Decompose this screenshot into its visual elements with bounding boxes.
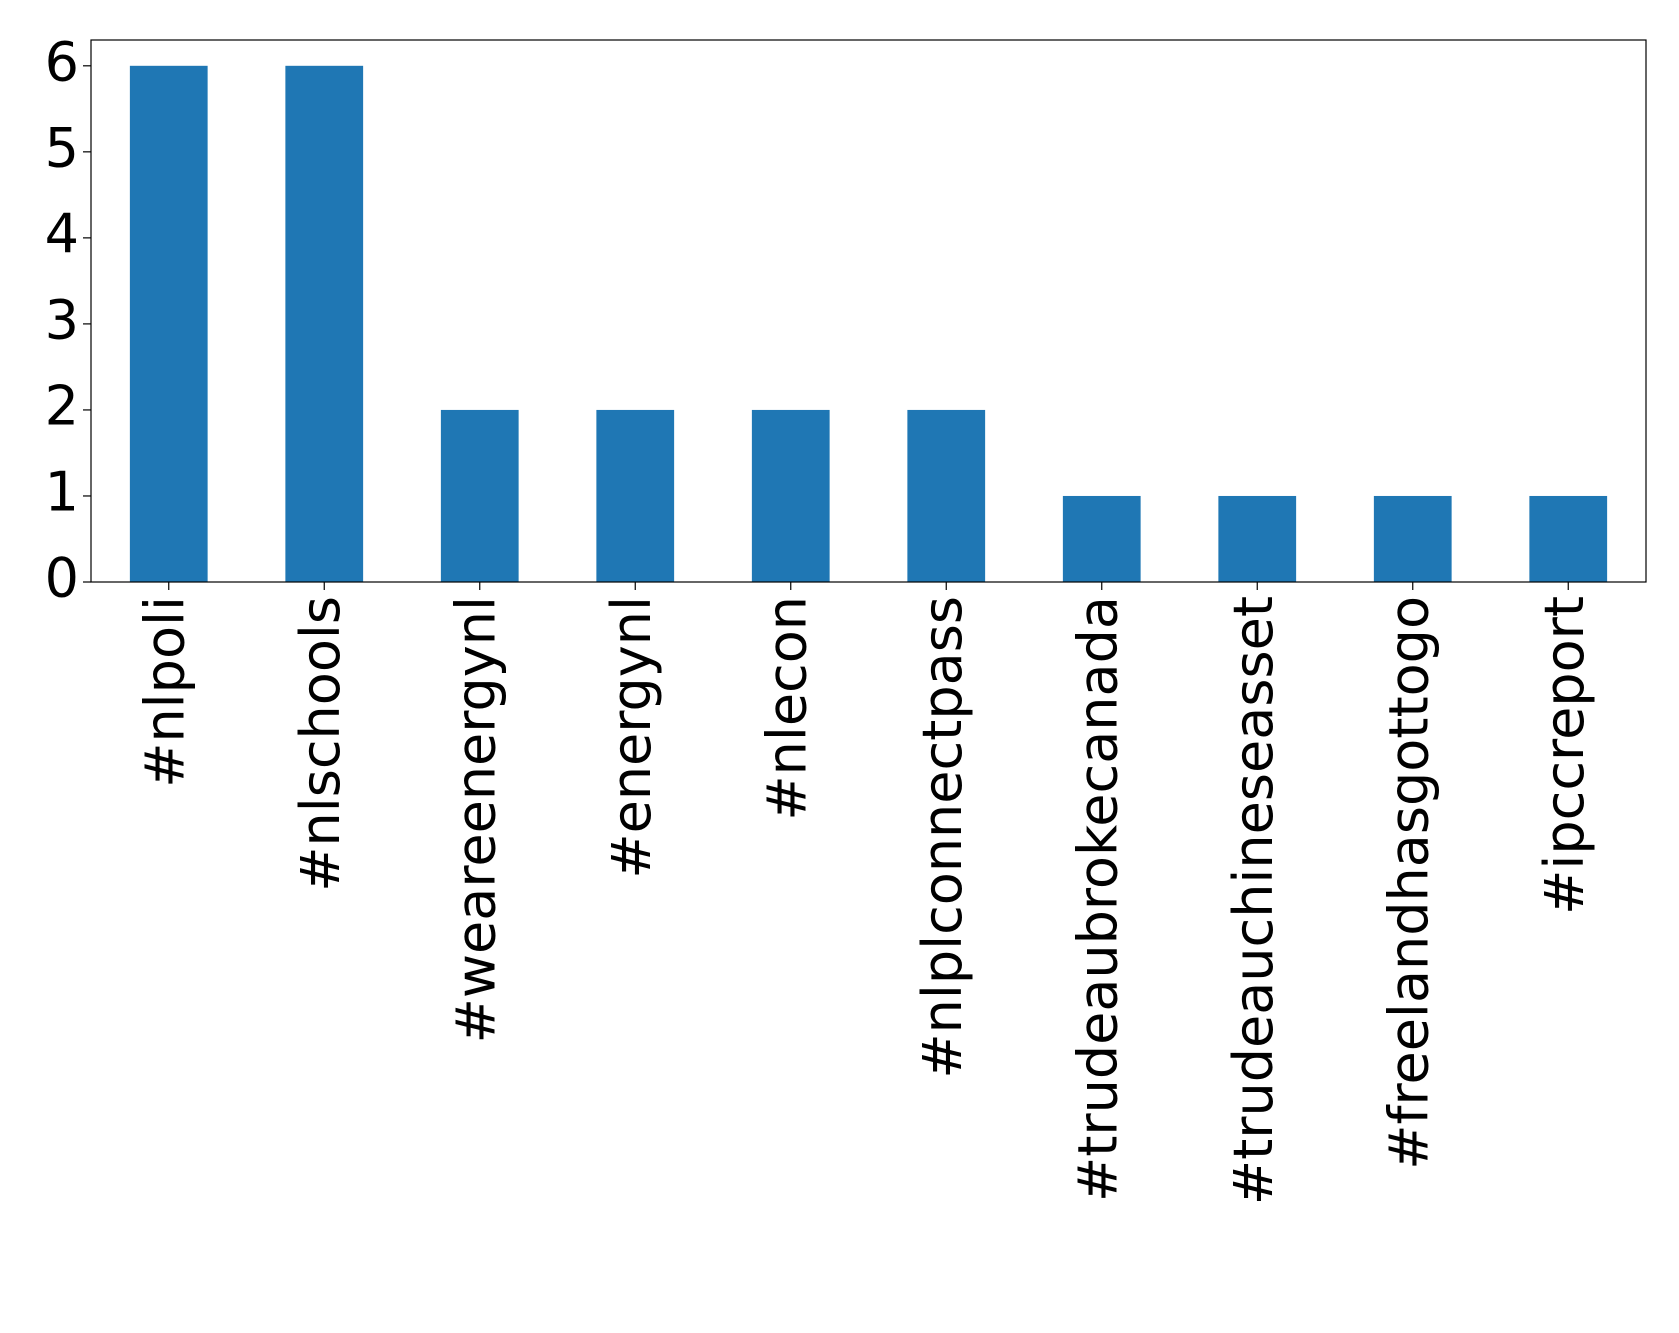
bar — [596, 409, 675, 582]
plot-frame — [90, 39, 1647, 583]
y-tick-label: 2 — [45, 375, 79, 438]
bar — [440, 409, 519, 582]
x-tick-label: #nlplconnectpass — [911, 596, 974, 1079]
bar — [1218, 495, 1297, 582]
x-tick-label: #freelandhasgottogo — [1377, 596, 1440, 1170]
x-tick-label: #nlpoli — [133, 596, 196, 788]
y-tick-label: 3 — [45, 289, 79, 352]
y-tick-label: 0 — [45, 547, 79, 610]
bar — [1373, 495, 1452, 582]
x-tick-label: #energynl — [600, 596, 663, 879]
bar — [1062, 495, 1141, 582]
y-tick-label: 4 — [45, 203, 79, 266]
bar — [129, 65, 208, 583]
x-tick-label: #trudeaubrokecanada — [1066, 596, 1129, 1202]
y-tick-label: 6 — [45, 30, 79, 93]
y-tick-label: 1 — [45, 461, 79, 524]
bar — [285, 65, 364, 583]
x-tick-label: #nlecon — [755, 596, 818, 821]
x-tick-label: #ipccreport — [1533, 596, 1596, 915]
bar — [907, 409, 986, 582]
x-tick-label: #weareenergynl — [444, 596, 507, 1043]
y-tick-label: 5 — [45, 116, 79, 179]
x-tick-label: #trudeauchineseasset — [1222, 596, 1285, 1205]
bar — [751, 409, 830, 582]
bar — [1529, 495, 1608, 582]
x-tick-label: #nlschools — [289, 596, 352, 892]
